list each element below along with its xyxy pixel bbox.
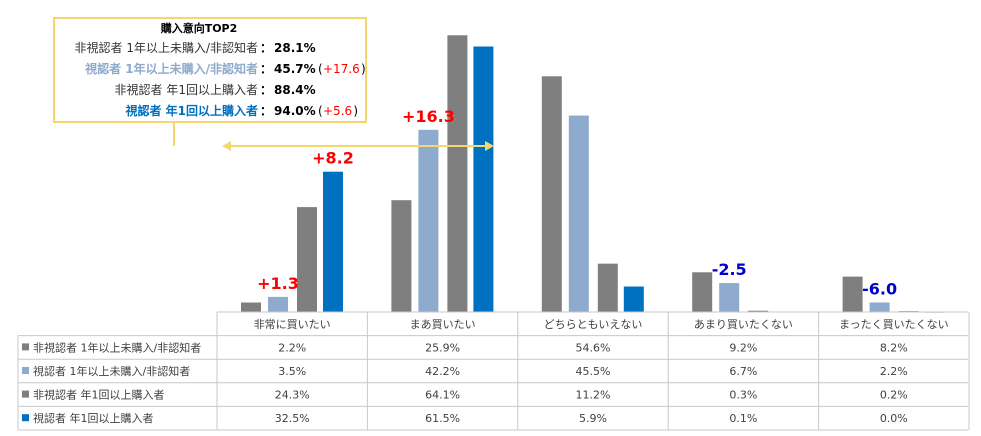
table-cell: 0.2% — [880, 389, 908, 402]
legend-swatch — [22, 367, 29, 374]
table-cell: 9.2% — [729, 341, 757, 354]
table-cell: 0.0% — [880, 412, 908, 425]
legend-label: 非視認者 1年以上未購入/非認知者 — [33, 340, 201, 354]
bar — [719, 283, 740, 312]
callout-row-diff: +17.6 — [323, 62, 360, 76]
bar — [297, 207, 317, 312]
delta-label: +8.2 — [312, 149, 354, 168]
bar — [323, 171, 343, 312]
callout-title: 購入意向TOP2 — [160, 21, 238, 35]
delta-label: -6.0 — [862, 280, 897, 299]
callout-colon: ： — [260, 62, 272, 76]
legend-label: 視認者 年1回以上購入者 — [33, 411, 154, 425]
category-tick-label: 非常に買いたい — [254, 318, 331, 331]
table-cell: 42.2% — [425, 365, 460, 378]
callout-row-value: 88.4% — [274, 83, 316, 97]
table-cell: 24.3% — [275, 389, 310, 402]
bar — [748, 310, 769, 312]
bar — [447, 35, 468, 312]
annotations-layer: +1.3 +8.2 +16.3 -2.5 -6.0 — [257, 107, 897, 299]
callout-row-value: 28.1% — [274, 41, 316, 55]
callout-colon: ： — [260, 104, 272, 118]
callout-paren: ( — [318, 104, 323, 118]
table-cell: 5.9% — [579, 412, 607, 425]
bar — [391, 200, 412, 312]
table-cell: 32.5% — [275, 412, 310, 425]
table-cell: 6.7% — [729, 365, 757, 378]
category-tick-label: まあ買いたい — [410, 318, 476, 331]
table-cell: 11.2% — [576, 389, 611, 402]
table-cell: 64.1% — [425, 389, 460, 402]
legend-swatch — [22, 343, 29, 351]
bar — [568, 115, 589, 312]
arrow-head-right-icon — [485, 141, 494, 151]
bar — [869, 302, 890, 312]
bar — [692, 272, 713, 312]
callout-row-label: 非視認者 1年以上未購入/非認知者 — [75, 40, 259, 55]
callout-row-value: 94.0% — [274, 104, 316, 118]
bar — [418, 129, 439, 312]
bars-layer — [241, 35, 945, 313]
table-cell: 61.5% — [425, 412, 460, 425]
table-cell: 0.3% — [729, 389, 757, 402]
delta-label: +1.3 — [257, 274, 299, 293]
table-cell: 25.9% — [425, 341, 460, 354]
bar — [541, 76, 562, 312]
callout-row-value: 45.7% — [274, 62, 316, 76]
callout-paren: ) — [353, 104, 358, 118]
callout-row-label: 視認者 1年以上未購入/非認知者 — [84, 61, 258, 76]
callout-colon: ： — [260, 41, 272, 55]
table-cell: 3.5% — [278, 365, 306, 378]
table-cell: 45.5% — [576, 365, 611, 378]
bar — [623, 286, 644, 312]
table-cell: 2.2% — [880, 365, 908, 378]
callout-row-label: 非視認者 年1回以上購入者 — [115, 82, 258, 97]
callout-paren: ( — [318, 62, 323, 76]
legend-swatch — [22, 390, 29, 398]
delta-label: +16.3 — [402, 107, 455, 126]
table-cell: 54.6% — [576, 341, 611, 354]
legend-label: 非視認者 年1回以上購入者 — [33, 388, 165, 402]
callout-colon: ： — [260, 83, 272, 97]
table-cell: 8.2% — [880, 341, 908, 354]
callout-box — [53, 17, 367, 123]
arrow-head-left-icon — [222, 141, 231, 151]
table-cell: 2.2% — [278, 341, 306, 354]
table-cell: 0.1% — [729, 412, 757, 425]
callout-paren: ) — [361, 62, 366, 76]
callout-row-diff: +5.6 — [323, 104, 352, 118]
callout-row-label: 視認者 年1回以上購入者 — [124, 103, 258, 118]
data-table: 非常に買いたい まあ買いたい どちらともいえない あまり買いたくない まったく買いたくな… — [17, 311, 970, 431]
delta-label: -2.5 — [712, 260, 747, 279]
bar — [597, 263, 618, 312]
bar — [241, 302, 261, 312]
bar — [268, 296, 288, 312]
legend-label: 視認者 1年以上未購入/非認知者 — [33, 364, 190, 378]
legend-swatch — [22, 414, 29, 422]
bar — [842, 276, 863, 312]
category-tick-label: まったく買いたくない — [839, 318, 949, 331]
category-tick-label: どちらともいえない — [544, 318, 643, 331]
category-tick-label: あまり買いたくない — [694, 318, 793, 331]
bar — [473, 46, 494, 312]
